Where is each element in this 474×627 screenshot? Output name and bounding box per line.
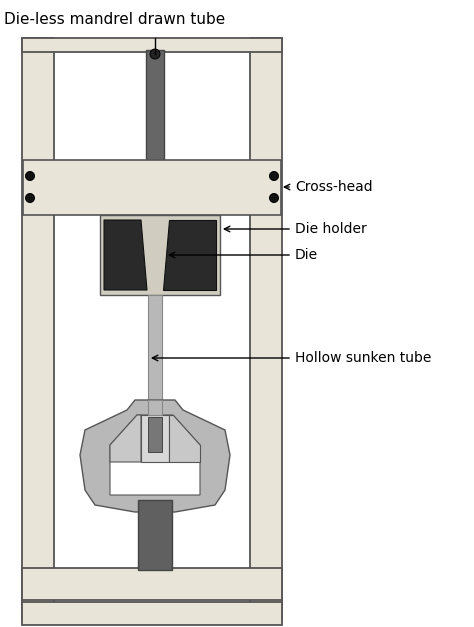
Bar (22, 38, 54, 620)
Polygon shape (80, 400, 230, 512)
Circle shape (270, 194, 279, 203)
Bar (148, 417, 162, 452)
Bar (138, 500, 172, 570)
Circle shape (26, 172, 35, 181)
Circle shape (150, 49, 160, 59)
Text: Die: Die (295, 248, 318, 262)
Bar (250, 38, 282, 620)
Polygon shape (169, 415, 200, 462)
Bar (22, 602, 282, 625)
Polygon shape (104, 220, 147, 290)
Bar (148, 400, 162, 415)
Bar (23, 160, 281, 215)
Polygon shape (163, 220, 216, 290)
Text: Die-less mandrel drawn tube: Die-less mandrel drawn tube (4, 12, 225, 27)
Circle shape (270, 172, 279, 181)
Bar (22, 38, 282, 52)
Text: Hollow sunken tube: Hollow sunken tube (295, 351, 431, 365)
Bar (148, 295, 162, 412)
Text: Die holder: Die holder (295, 222, 367, 236)
Circle shape (26, 194, 35, 203)
Polygon shape (110, 415, 141, 462)
Bar (146, 50, 164, 213)
Text: Cross-head: Cross-head (295, 180, 373, 194)
Bar (100, 215, 220, 295)
Polygon shape (110, 415, 200, 495)
Bar (22, 568, 282, 600)
Bar (141, 415, 169, 462)
